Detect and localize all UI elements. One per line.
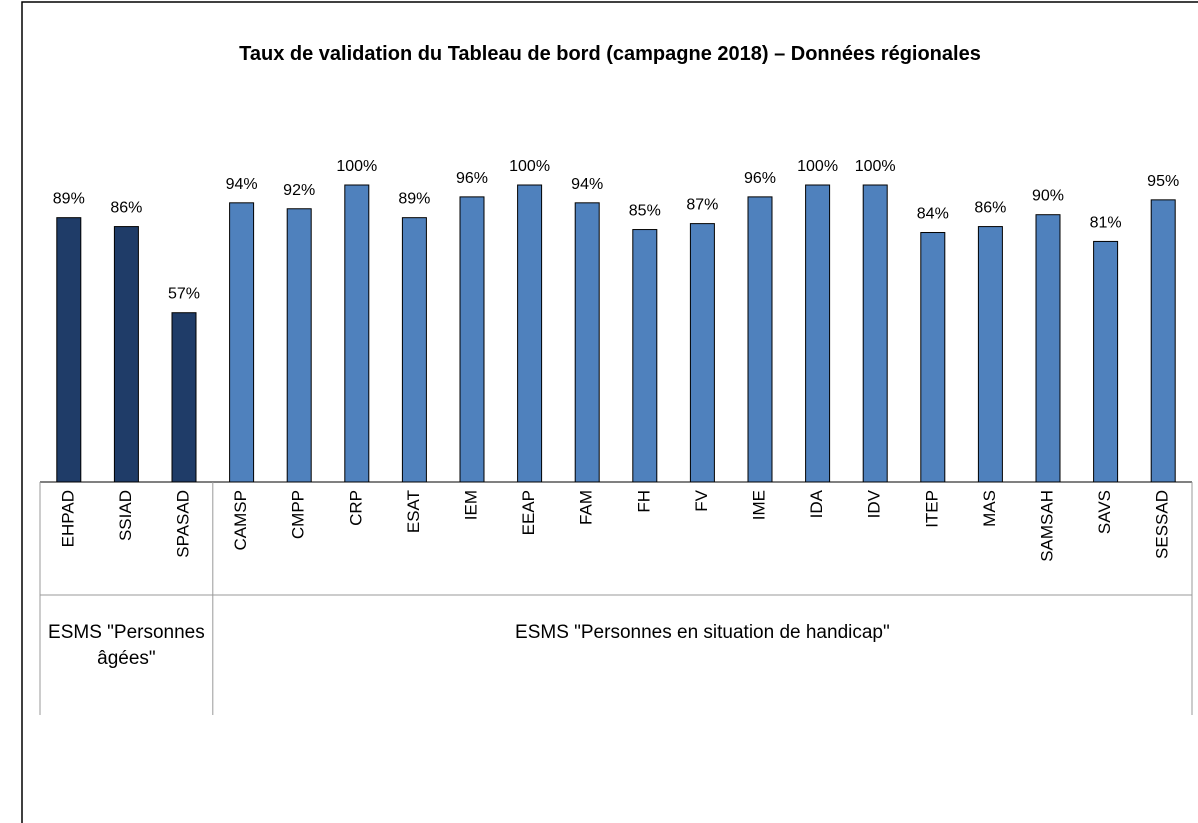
data-label: 85% [629,203,661,220]
x-tick-label: IDA [807,489,826,518]
bar [747,196,773,483]
data-label: 92% [283,182,315,199]
bar [1093,240,1119,483]
bar [632,229,658,483]
data-label: 100% [797,158,838,175]
bar [459,196,485,483]
data-label: 57% [168,286,200,303]
bar [689,223,715,483]
data-label: 89% [53,191,85,208]
bar [862,184,888,483]
bar [229,202,255,483]
bar [517,184,543,483]
data-label: 100% [336,158,377,175]
bar [920,232,946,483]
x-tick-label: SESSAD [1153,490,1172,559]
bar [344,184,370,483]
bar [977,226,1003,483]
x-tick-label: SSIAD [116,490,135,541]
x-tick-label: IDV [865,489,884,518]
group-label: ESMS "Personnes âgées" [48,622,205,669]
data-label: 95% [1147,173,1179,190]
x-tick-label: FH [634,490,653,513]
x-tick-label: EHPAD [58,490,77,547]
x-tick-label: IME [749,490,768,520]
bar [1035,214,1061,483]
x-tick-label: ITEP [922,490,941,528]
bar [171,312,197,483]
x-tick-label: CRP [346,490,365,526]
data-label: 96% [456,170,488,187]
data-label: 100% [509,158,550,175]
x-tick-label: SPASAD [173,490,192,558]
data-label: 86% [974,200,1006,217]
x-tick-label: CMPP [289,490,308,539]
data-label: 94% [226,176,258,193]
bar [805,184,831,483]
data-label: 84% [917,206,949,223]
data-label: 90% [1032,188,1064,205]
x-tick-label: ESAT [404,490,423,533]
data-label: 89% [398,191,430,208]
x-tick-label: SAVS [1095,490,1114,534]
chart-title: Taux de validation du Tableau de bord (c… [239,43,981,65]
x-tick-label: MAS [980,490,999,527]
data-label: 96% [744,170,776,187]
data-label: 81% [1090,214,1122,231]
data-label: 86% [110,200,142,217]
x-tick-label: FV [692,489,711,511]
x-tick-label: IEM [461,490,480,520]
group-label: ESMS "Personnes en situation de handicap… [515,622,890,643]
data-label: 100% [855,158,896,175]
bar [113,226,139,483]
bar [286,208,312,483]
bar [574,202,600,483]
data-label: 87% [686,197,718,214]
x-tick-label: EEAP [519,490,538,535]
bar [401,217,427,483]
bar [1150,199,1176,483]
x-tick-label: FAM [577,490,596,525]
x-tick-label: SAMSAH [1037,490,1056,562]
data-label: 94% [571,176,603,193]
group-label-box: ESMS "Personnes en situation de handicap… [515,622,890,643]
x-tick-label: CAMSP [231,490,250,550]
bar [56,217,82,483]
group-label-box: ESMS "Personnes âgées" [48,622,205,669]
